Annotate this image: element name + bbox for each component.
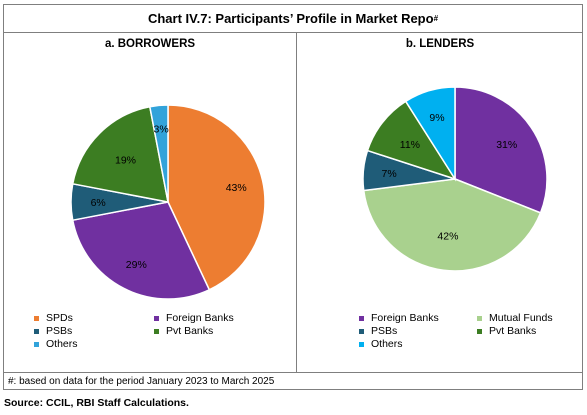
pie-data-label: 19% [115,155,136,167]
pie-data-label: 11% [400,139,420,151]
legend-label: Others [371,338,403,350]
legend-item: Mutual Funds [477,312,553,324]
pie-slice-others [404,86,456,182]
pie-data-label: 29% [126,259,147,271]
legend-item: Pvt Banks [477,325,536,337]
legend-label: SPDs [46,312,73,324]
legend-item: PSBs [359,325,397,337]
pie-data-label: 6% [91,197,106,209]
pie-data-label: 9% [429,112,444,124]
chart-frame: Chart IV.7: Participants’ Profile in Mar… [3,4,583,390]
pie-data-label: 31% [496,139,517,151]
legend-item: Others [359,338,403,350]
legend-item: Foreign Banks [359,312,439,324]
legend-swatch [34,315,39,321]
legend-label: PSBs [371,325,398,337]
legend-item: PSBs [34,325,72,337]
pie-chart-lenders: 31% 42% 7% 11% 9% [362,86,548,272]
legend-swatch [359,328,364,334]
legend-swatch [154,328,159,334]
legend-label: Others [46,338,78,350]
legend-label: PSBs [46,325,73,337]
chart-title: Chart IV.7: Participants’ Profile in Mar… [147,11,434,26]
pie-chart-borrowers: 43% 29% 6% 19% 3% [70,104,266,300]
panel-title-lenders: b. LENDERS [405,38,475,50]
pie-slice-foreign-banks [71,201,211,300]
legend-swatch [34,341,39,347]
pie-data-label: 3% [154,124,169,136]
legend-swatch [477,315,482,321]
legend-label: Pvt Banks [489,325,537,337]
legend-item: Others [34,338,78,350]
legend-label: Foreign Banks [371,312,439,324]
pie-slice-mutual-funds [362,178,542,272]
legend-swatch [154,315,159,321]
legend-swatch [359,315,364,321]
legend-swatch [34,328,39,334]
footnote: #: based on data for the period January … [4,372,582,390]
legend-item: Pvt Banks [154,325,213,337]
pie-slice-others [148,104,169,203]
chart-title-row: Chart IV.7: Participants’ Profile in Mar… [4,5,582,33]
legend-swatch [359,341,364,347]
legend-item: SPDs [34,312,73,324]
legend-item: Foreign Banks [154,312,234,324]
pie-data-label: 43% [226,182,247,194]
legend-label: Mutual Funds [489,312,553,324]
legend-label: Foreign Banks [166,312,234,324]
panel-title-borrowers: a. BORROWERS [104,38,196,50]
pie-slice-pvt-banks [71,105,169,203]
legend-label: Pvt Banks [166,325,214,337]
pie-data-label: 42% [437,231,458,243]
panel-divider [296,32,297,372]
source-note: Source: CCIL, RBI Staff Calculations. [4,397,189,409]
pie-data-label: 7% [382,168,397,180]
legend-swatch [477,328,482,334]
pie-slice-foreign-banks [454,86,548,214]
pie-slice-spds [167,104,266,291]
